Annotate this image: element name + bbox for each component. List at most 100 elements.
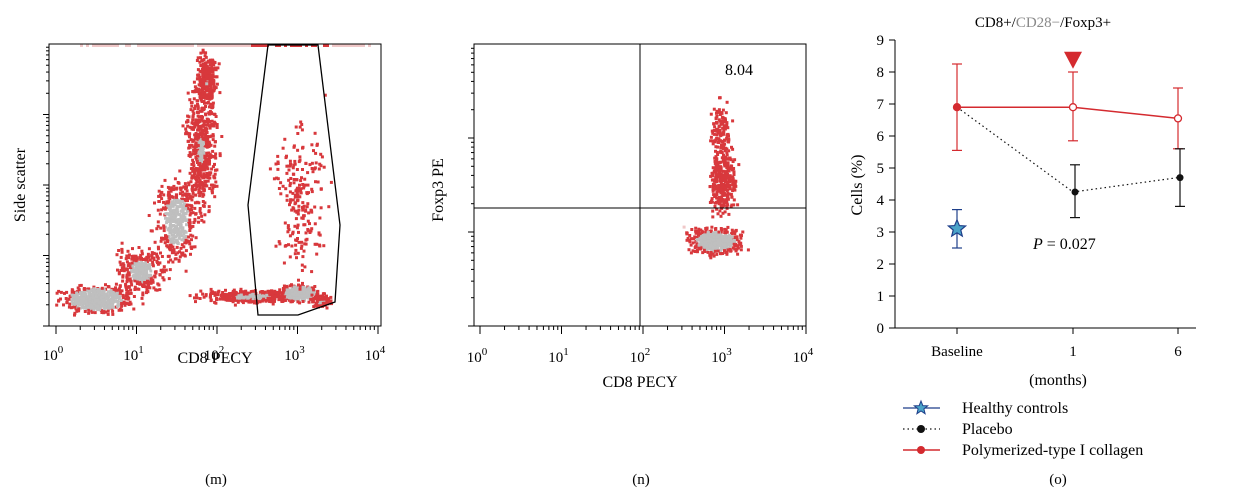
density-cell	[174, 212, 178, 215]
density-cell	[292, 144, 296, 148]
density-cell	[156, 245, 160, 249]
density-cell	[181, 197, 184, 201]
density-cell	[224, 288, 227, 292]
density-cell	[184, 241, 188, 245]
density-cell	[182, 202, 186, 206]
density-cell	[199, 127, 203, 131]
density-cell	[175, 233, 179, 237]
density-cell	[716, 189, 720, 192]
density-cell	[210, 67, 214, 71]
density-cell	[133, 285, 137, 289]
density-cell	[725, 147, 729, 151]
density-cell	[721, 198, 725, 202]
density-cell	[188, 223, 192, 226]
density-cell	[176, 222, 180, 226]
density-cell	[239, 290, 243, 294]
density-cell	[150, 256, 154, 260]
density-cell	[81, 292, 85, 296]
density-cell	[725, 238, 729, 242]
density-cell	[88, 305, 92, 309]
density-cell	[215, 82, 219, 86]
density-cell	[308, 222, 311, 226]
density-cell	[712, 236, 716, 239]
density-cell	[190, 101, 194, 105]
density-cell	[714, 173, 718, 177]
density-cell	[288, 190, 292, 194]
density-cell	[152, 44, 155, 47]
density-cell	[199, 211, 203, 215]
density-cell	[186, 197, 190, 201]
density-cell	[129, 291, 133, 295]
density-cell	[730, 164, 734, 168]
density-cell	[293, 195, 297, 199]
density-cell	[208, 120, 212, 123]
density-cell	[189, 211, 193, 215]
density-cell	[202, 168, 206, 172]
density-cell	[242, 292, 245, 296]
density-cell	[83, 290, 87, 293]
density-cell	[692, 237, 696, 241]
density-cell	[188, 135, 191, 139]
density-cell	[712, 129, 716, 132]
density-cell	[715, 196, 719, 200]
density-cell	[211, 59, 215, 63]
density-cell	[188, 151, 192, 155]
density-cell	[696, 230, 700, 234]
density-cell	[731, 183, 735, 187]
density-cell	[172, 197, 176, 201]
density-cell	[716, 212, 720, 216]
density-cell	[304, 238, 308, 242]
density-cell	[200, 218, 204, 222]
density-cell	[127, 273, 131, 277]
density-cell	[196, 77, 200, 81]
density-cell	[162, 237, 166, 241]
density-cell	[95, 298, 99, 302]
density-cell	[149, 281, 153, 285]
density-cell	[188, 98, 192, 102]
density-cell	[197, 163, 201, 166]
density-cell	[90, 310, 94, 314]
density-cell	[194, 148, 198, 152]
density-cell	[294, 248, 298, 252]
density-cell	[719, 143, 723, 147]
density-cell	[291, 172, 295, 176]
density-cell	[230, 44, 233, 47]
density-cell	[188, 221, 192, 224]
density-cell	[319, 304, 322, 308]
density-cell	[196, 137, 200, 141]
density-cell	[691, 249, 695, 253]
density-cell	[166, 219, 170, 223]
density-cell	[722, 235, 726, 239]
density-cell	[197, 159, 201, 162]
m-y-minor-ticks	[43, 46, 49, 327]
density-cell	[723, 231, 727, 234]
density-cell	[314, 304, 317, 308]
density-cell	[101, 44, 104, 47]
density-cell	[182, 218, 186, 222]
density-cell	[142, 274, 146, 278]
density-cell	[332, 44, 335, 47]
density-cell	[724, 178, 727, 182]
density-cell	[723, 171, 727, 175]
density-cell	[209, 299, 213, 303]
density-cell	[194, 293, 198, 297]
density-cell	[109, 289, 113, 293]
density-cell	[727, 237, 731, 240]
density-cell	[292, 178, 296, 181]
density-cell	[64, 297, 68, 300]
density-cell	[730, 232, 733, 236]
density-cell	[296, 212, 300, 216]
density-cell	[281, 291, 285, 295]
density-cell	[195, 200, 199, 204]
density-cell	[734, 228, 738, 232]
density-cell	[57, 289, 61, 293]
density-cell	[172, 187, 175, 191]
density-cell	[193, 170, 197, 174]
density-cell	[87, 292, 91, 296]
n-panel-label: (n)	[632, 472, 650, 488]
density-cell	[203, 201, 207, 205]
density-cell	[151, 251, 155, 255]
density-cell	[194, 236, 198, 240]
density-cell	[89, 303, 93, 307]
density-cell	[221, 44, 224, 47]
